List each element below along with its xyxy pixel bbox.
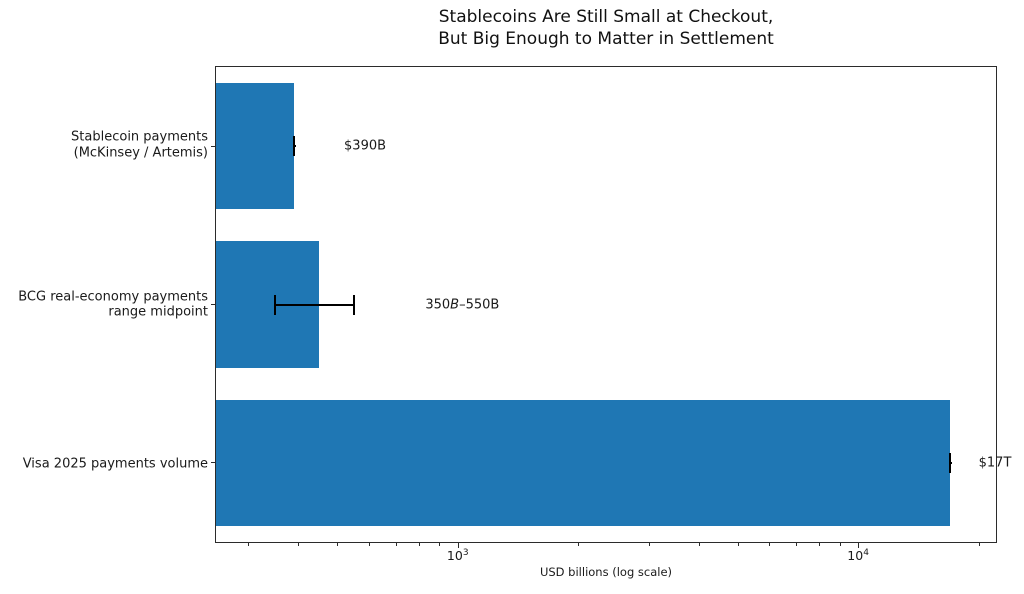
y-tick-label-3: Visa 2025 payments volume <box>23 456 208 472</box>
x-tick-base: 10 <box>847 548 864 564</box>
error-bar-cap-2 <box>352 294 355 315</box>
x-minor-tick <box>298 542 300 546</box>
annotation-text: –550B <box>459 297 500 312</box>
y-tick-label-line: BCG real-economy payments <box>18 289 208 304</box>
x-major-tick <box>858 542 860 548</box>
x-minor-tick <box>648 542 650 546</box>
error-bar-line-2 <box>275 303 354 306</box>
y-tick-mark-3 <box>211 462 215 464</box>
x-minor-tick <box>978 542 980 546</box>
y-axis-labels: Stablecoin payments (McKinsey / Artemis) B… <box>0 66 208 543</box>
value-annotation-2: 350B–550B <box>425 297 499 312</box>
bar-1 <box>216 82 295 210</box>
x-minor-tick <box>418 542 420 546</box>
x-tick-label: 104 <box>847 548 869 563</box>
chart-title-line-2: But Big Enough to Matter in Settlement <box>438 28 774 49</box>
chart-title: Stablecoins Are Still Small at Checkout,… <box>215 7 997 50</box>
annotation-text: 350 <box>425 297 451 312</box>
value-annotation-3: $17T <box>979 455 1012 470</box>
error-bar-cap-1 <box>293 136 296 157</box>
y-tick-label-line: range midpoint <box>108 304 208 320</box>
error-bar-cap-3 <box>949 452 952 473</box>
error-bar-line-1 <box>294 145 297 148</box>
error-bar-line-3 <box>950 461 953 464</box>
x-minor-tick <box>395 542 397 546</box>
plot-area: $390B 350B–550B $17T 103 104 <box>211 66 1011 563</box>
x-minor-tick <box>796 542 798 546</box>
x-minor-tick <box>769 542 771 546</box>
annotation-text: $17T <box>978 455 1012 471</box>
x-minor-tick <box>839 542 841 546</box>
x-tick-label: 103 <box>447 548 469 563</box>
x-minor-tick <box>578 542 580 546</box>
x-minor-tick <box>737 542 739 546</box>
y-tick-mark-1 <box>211 145 215 147</box>
y-tick-label-line: Visa 2025 payments volume <box>22 455 208 471</box>
x-minor-tick <box>439 542 441 546</box>
x-tick-base: 10 <box>446 548 463 564</box>
x-major-tick <box>457 542 459 548</box>
x-minor-tick <box>337 542 339 546</box>
y-tick-mark-2 <box>211 304 215 305</box>
y-tick-label-2: BCG real-economy payments range midpoint <box>18 289 208 320</box>
chart-title-line-1: Stablecoins Are Still Small at Checkout, <box>438 7 774 27</box>
y-tick-label-1: Stablecoin payments (McKinsey / Artemis) <box>71 130 208 161</box>
y-tick-label-line: (McKinsey / Artemis) <box>73 145 208 161</box>
x-minor-tick <box>698 542 700 546</box>
x-tick-exponent: 3 <box>462 548 469 558</box>
annotation-text: B <box>450 297 460 312</box>
x-tick-exponent: 4 <box>863 548 869 558</box>
x-minor-tick <box>819 542 821 546</box>
error-bar-cap-2 <box>274 294 277 315</box>
x-minor-tick <box>248 542 250 546</box>
x-minor-tick <box>368 542 370 546</box>
y-tick-label-line: Stablecoin payments <box>71 129 208 145</box>
bar-3 <box>216 399 951 527</box>
value-annotation-1: $390B <box>344 139 386 154</box>
x-axis-label: USD billions (log scale) <box>539 565 673 579</box>
annotation-text: $390B <box>344 138 387 154</box>
